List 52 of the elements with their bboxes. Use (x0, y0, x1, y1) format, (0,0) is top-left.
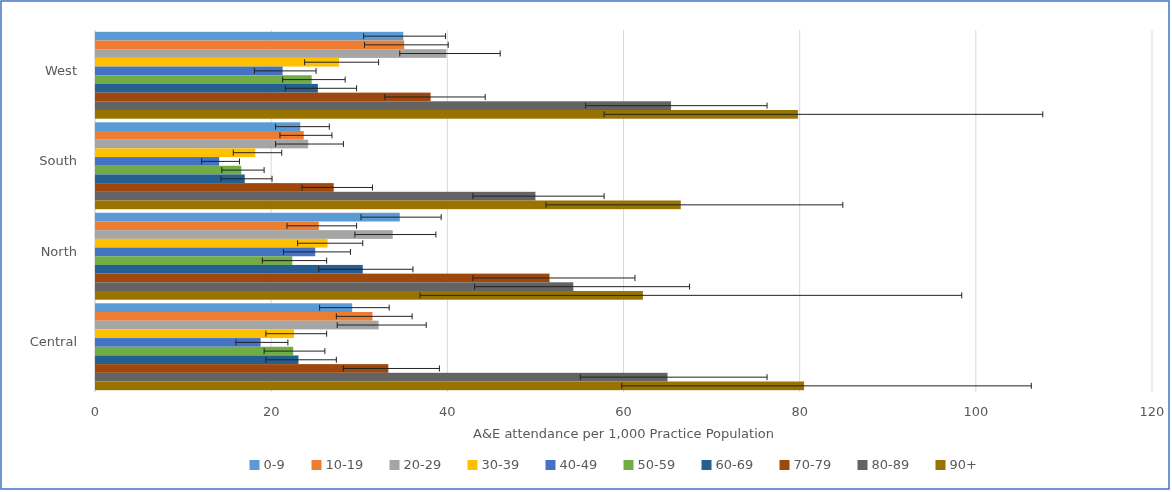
bar (95, 183, 334, 192)
bar (95, 329, 295, 339)
legend-label: 70-79 (793, 456, 832, 472)
bar (95, 230, 393, 239)
y-tick-label: West (45, 62, 77, 78)
bar (95, 101, 672, 110)
bar (95, 364, 389, 373)
bar (95, 122, 301, 131)
y-tick-label: North (40, 243, 77, 259)
legend-label: 90+ (949, 456, 977, 472)
bar (95, 174, 245, 184)
bar (95, 303, 353, 312)
y-tick-label: South (39, 153, 77, 169)
x-tick-label: 80 (791, 404, 808, 419)
bar (95, 157, 220, 166)
bar (95, 40, 405, 50)
bar (95, 57, 339, 67)
bar (95, 191, 536, 201)
bar (95, 338, 261, 347)
bar (95, 75, 312, 84)
x-tick-label: 60 (615, 404, 632, 419)
legend-label: 60-69 (715, 456, 754, 472)
legend-label: 80-89 (871, 456, 910, 472)
legend-label: 40-49 (559, 456, 598, 472)
bar (95, 212, 400, 222)
x-tick-label: 20 (262, 404, 280, 419)
bar (95, 256, 293, 265)
legend-label: 50-59 (637, 456, 676, 472)
bar (95, 49, 447, 58)
bar (95, 148, 256, 158)
legend-label: 20-29 (403, 456, 442, 472)
bar (95, 31, 404, 41)
bar (95, 282, 574, 291)
bar (95, 372, 668, 382)
bar (95, 264, 363, 274)
x-tick-label: 0 (90, 404, 100, 419)
legend-label: 10-19 (325, 456, 364, 472)
bar (95, 291, 643, 300)
x-axis-title: A&E attendance per 1,000 Practice Population (473, 426, 774, 441)
x-tick-label: 40 (439, 404, 456, 419)
bar (95, 355, 299, 365)
y-tick-label: Central (29, 334, 77, 350)
bar (95, 131, 304, 140)
x-tick-label: 100 (963, 404, 989, 419)
x-tick-label: 120 (1139, 404, 1165, 419)
bar (95, 238, 328, 248)
legend-label: 30-39 (481, 456, 520, 472)
legend-label: 0-9 (263, 456, 285, 472)
bar (95, 221, 319, 231)
bar (95, 312, 373, 321)
bar (95, 83, 318, 93)
bar (95, 110, 798, 119)
